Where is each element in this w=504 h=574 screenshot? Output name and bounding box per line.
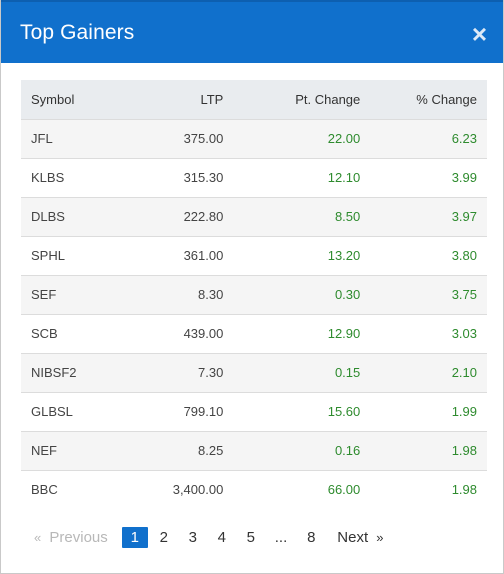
pct-change-cell: 3.03 — [360, 313, 487, 353]
pct-change-cell: 3.75 — [360, 274, 487, 314]
table-row[interactable]: KLBS 315.30 12.10 3.99 — [21, 157, 487, 197]
symbol-cell: SPHL — [21, 235, 134, 275]
gainers-table: Symbol LTP Pt. Change % Change JFL 375.0… — [21, 80, 487, 509]
close-icon[interactable]: × — [471, 18, 487, 49]
ltp-cell: 3,400.00 — [133, 469, 224, 509]
pt-change-cell: 66.00 — [223, 469, 361, 509]
next-label: Next — [337, 529, 369, 546]
pct-change-cell: 1.99 — [360, 391, 487, 431]
table-row[interactable]: BBC 3,400.00 66.00 1.98 — [21, 469, 487, 509]
pt-change-cell: 13.20 — [223, 235, 361, 275]
pt-change-cell: 0.15 — [223, 352, 361, 392]
pagination-ellipsis: ... — [274, 529, 288, 546]
symbol-cell: SCB — [21, 313, 134, 353]
pct-change-cell: 6.23 — [360, 118, 487, 158]
symbol-cell: GLBSL — [21, 391, 134, 431]
table-row[interactable]: NIBSF2 7.30 0.15 2.10 — [21, 352, 487, 392]
ltp-cell: 315.30 — [133, 157, 224, 197]
ltp-cell: 7.30 — [133, 352, 224, 392]
column-header-pt-change[interactable]: Pt. Change — [295, 91, 361, 107]
table-row[interactable]: JFL 375.00 22.00 6.23 — [21, 118, 487, 158]
page-8-button[interactable]: 8 — [307, 529, 316, 546]
page-1-button[interactable]: 1 — [121, 527, 148, 548]
table-body: JFL 375.00 22.00 6.23 KLBS 315.30 12.10 … — [21, 118, 487, 509]
page-4-button[interactable]: 4 — [217, 529, 226, 546]
symbol-cell: NEF — [21, 430, 134, 470]
pt-change-cell: 12.10 — [223, 157, 361, 197]
table-container: Symbol LTP Pt. Change % Change JFL 375.0… — [1, 63, 503, 548]
table-header-row: Symbol LTP Pt. Change % Change — [21, 80, 487, 119]
symbol-cell: KLBS — [21, 157, 134, 197]
previous-page-button: « Previous — [30, 529, 108, 546]
pt-change-cell: 0.16 — [223, 430, 361, 470]
modal-header: Top Gainers × — [1, 0, 503, 63]
table-row[interactable]: DLBS 222.80 8.50 3.97 — [21, 196, 487, 236]
symbol-cell: DLBS — [21, 196, 134, 236]
pct-change-cell: 3.97 — [360, 196, 487, 236]
ltp-cell: 361.00 — [133, 235, 224, 275]
pt-change-cell: 15.60 — [223, 391, 361, 431]
page-5-button[interactable]: 5 — [246, 529, 255, 546]
symbol-cell: SEF — [21, 274, 134, 314]
symbol-cell: BBC — [21, 469, 134, 509]
modal-title: Top Gainers — [20, 20, 135, 44]
pt-change-cell: 12.90 — [223, 313, 361, 353]
page-2-button[interactable]: 2 — [159, 529, 168, 546]
symbol-cell: NIBSF2 — [21, 352, 134, 392]
table-row[interactable]: SPHL 361.00 13.20 3.80 — [21, 235, 487, 275]
ltp-cell: 375.00 — [133, 118, 224, 158]
table-row[interactable]: NEF 8.25 0.16 1.98 — [21, 430, 487, 470]
double-chevron-right-icon: » — [376, 530, 384, 545]
pct-change-cell: 2.10 — [360, 352, 487, 392]
pct-change-cell: 1.98 — [360, 469, 487, 509]
pt-change-cell: 8.50 — [223, 196, 361, 236]
ltp-cell: 439.00 — [133, 313, 224, 353]
pagination: « Previous 1 2 3 4 5 ... 8 Next » — [30, 527, 484, 548]
symbol-cell: JFL — [21, 118, 134, 158]
table-row[interactable]: GLBSL 799.10 15.60 1.99 — [21, 391, 487, 431]
table-row[interactable]: SEF 8.30 0.30 3.75 — [21, 274, 487, 314]
ltp-cell: 8.25 — [133, 430, 224, 470]
pt-change-cell: 0.30 — [223, 274, 361, 314]
pt-change-cell: 22.00 — [223, 118, 361, 158]
pct-change-cell: 1.98 — [360, 430, 487, 470]
pct-change-cell: 3.99 — [360, 157, 487, 197]
ltp-cell: 8.30 — [133, 274, 224, 314]
double-chevron-left-icon: « — [34, 530, 42, 545]
column-header-ltp[interactable]: LTP — [200, 91, 224, 107]
column-header-symbol[interactable]: Symbol — [31, 91, 75, 107]
pct-change-cell: 3.80 — [360, 235, 487, 275]
column-header-pct-change[interactable]: % Change — [416, 91, 477, 107]
table-row[interactable]: SCB 439.00 12.90 3.03 — [21, 313, 487, 353]
next-page-button[interactable]: Next » — [337, 529, 387, 546]
page-3-button[interactable]: 3 — [188, 529, 197, 546]
ltp-cell: 222.80 — [133, 196, 224, 236]
ltp-cell: 799.10 — [133, 391, 224, 431]
previous-label: Previous — [49, 529, 108, 546]
